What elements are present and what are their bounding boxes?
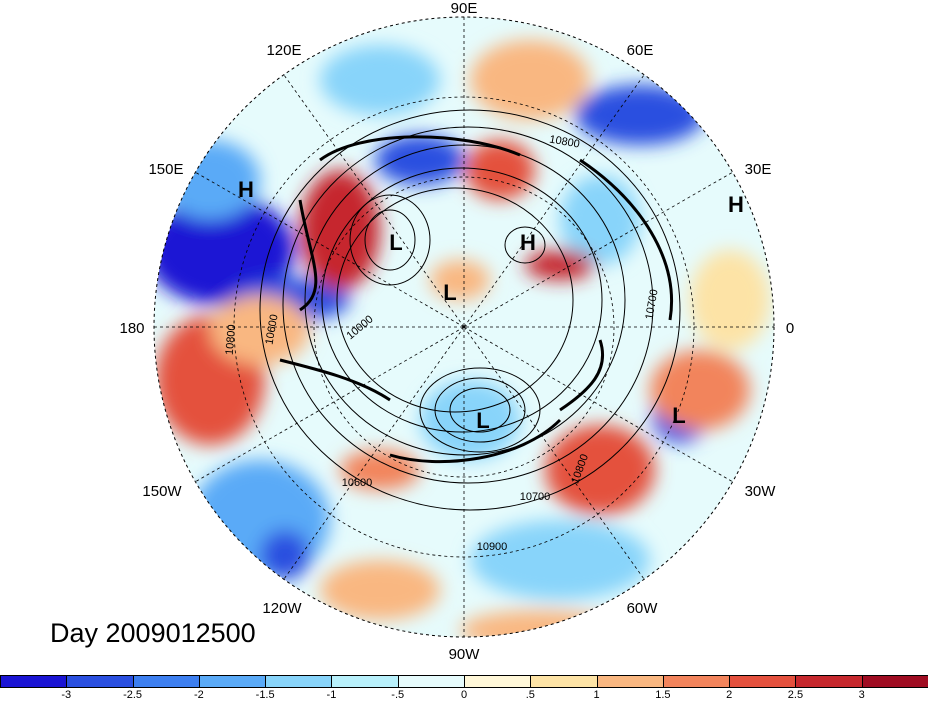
- low-center: L: [389, 230, 402, 255]
- colorbar: -3 -2.5 -2 -1.5 -1 -.5 0 .5 1 1.5 2 2.5 3: [0, 675, 928, 702]
- colorbar-label: -3: [61, 689, 72, 701]
- lon-label-60e: 60E: [627, 42, 654, 59]
- height-contours: [259, 109, 681, 511]
- colorbar-swatch: [0, 675, 68, 688]
- day-title: Day 2009012500: [50, 618, 256, 648]
- colorbar-swatch: [464, 675, 532, 688]
- contour-label: 10700: [520, 491, 551, 503]
- colorbar-label: 2: [726, 689, 733, 701]
- colorbar-swatch: [397, 675, 465, 688]
- low-center: L: [443, 280, 456, 305]
- lon-label-180: 180: [119, 320, 144, 337]
- lon-label-150w: 150W: [142, 483, 182, 500]
- lon-label-90e: 90E: [451, 0, 478, 17]
- colorbar-label: -1.5: [255, 689, 275, 701]
- lon-label-90w: 90W: [449, 646, 481, 663]
- contour-label: 10600: [263, 313, 280, 345]
- colorbar-swatch: [66, 675, 134, 688]
- lon-label-60w: 60W: [627, 600, 659, 617]
- lon-label-30w: 30W: [745, 483, 777, 500]
- colorbar-label: -2: [193, 689, 204, 701]
- low-center: L: [672, 403, 685, 428]
- lon-label-150e: 150E: [148, 161, 183, 178]
- colorbar-label: 2.5: [787, 689, 804, 701]
- high-center: H: [728, 192, 744, 217]
- colorbar-swatch: [861, 675, 928, 688]
- lon-label-120e: 120E: [266, 42, 301, 59]
- lon-grid: [154, 17, 774, 637]
- colorbar-label: -.5: [391, 689, 405, 701]
- colorbar-swatch: [530, 675, 598, 688]
- colorbar-label: 3: [858, 689, 865, 701]
- lon-label-120w: 120W: [262, 600, 302, 617]
- colorbar-label: -1: [326, 689, 337, 701]
- jet-contours: [279, 135, 673, 464]
- colorbar-swatch: [662, 675, 731, 688]
- colorbar-label: -2.5: [123, 689, 143, 701]
- contour-label: 10700: [643, 288, 660, 320]
- low-center: L: [476, 408, 489, 433]
- contour-label: 10600: [342, 477, 373, 489]
- high-center: H: [520, 230, 536, 255]
- anomaly-field: [154, 17, 774, 637]
- colorbar-swatch: [132, 675, 200, 688]
- colorbar-swatch: [331, 675, 399, 688]
- lon-label-0: 0: [786, 320, 794, 337]
- contour-label: 10900: [477, 541, 508, 553]
- contour-label: 10800: [224, 324, 239, 356]
- polar-map: 90E 120E 60E 150E 30E 180 0 150W 30W 120…: [119, 0, 794, 663]
- map-border: [153, 16, 775, 638]
- colorbar-swatch: [265, 675, 333, 688]
- lon-label-30e: 30E: [745, 161, 772, 178]
- colorbar-swatch: [795, 675, 863, 688]
- contour-label: 10800: [548, 133, 580, 150]
- colorbar-label: 0: [460, 689, 468, 701]
- high-center: H: [238, 177, 254, 202]
- colorbar-label: .5: [525, 689, 535, 701]
- colorbar-swatch: [198, 675, 267, 688]
- colorbar-label: 1: [593, 689, 600, 701]
- colorbar-label: 1.5: [655, 689, 671, 701]
- colorbar-swatch: [596, 675, 664, 688]
- colorbar-swatch: [729, 675, 797, 688]
